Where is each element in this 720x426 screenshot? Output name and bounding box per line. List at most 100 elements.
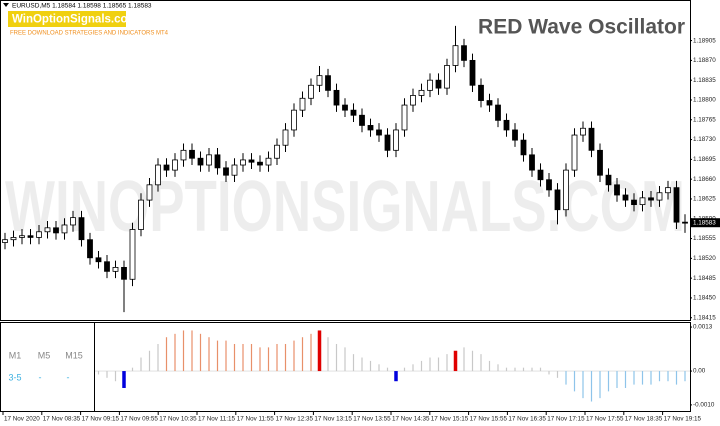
oscillator-bar: [514, 367, 516, 372]
logo-background: [8, 11, 126, 27]
candle-body: [503, 119, 510, 131]
candle-body: [240, 159, 246, 166]
candle-body: [376, 129, 382, 136]
oscillator-bar: [182, 330, 185, 372]
oscillator-bar: [317, 330, 322, 372]
oscillator-bar: [599, 371, 601, 399]
candle-body: [418, 89, 425, 96]
candle-body: [682, 221, 688, 224]
oscillator-bar: [233, 343, 236, 372]
symbol-icon: [3, 3, 9, 7]
oscillator-bar: [386, 367, 389, 372]
candle-body: [44, 227, 51, 233]
x-tick-label: 17 Nov 12:35: [276, 416, 314, 423]
candle-body: [580, 127, 586, 136]
oscillator-bar: [488, 360, 491, 372]
oscillator-bar: [259, 347, 261, 372]
oscillator-bar: [480, 354, 482, 372]
current-price-box: [691, 218, 720, 228]
oscillator-bar: [463, 347, 465, 372]
candle-body: [121, 266, 127, 280]
candle-body: [605, 174, 612, 186]
x-tick-label: 17 Nov 13:55: [353, 416, 391, 423]
candle-body: [231, 164, 238, 176]
candle-body: [78, 217, 85, 241]
tagline: FREE DOWNLOAD STRATEGIES AND INDICATORS …: [10, 31, 169, 37]
oscillator-bar: [208, 337, 210, 372]
oscillator-bar: [140, 357, 142, 372]
last-close: 1.18583: [128, 2, 152, 9]
x-tick-label: 17 Nov 09:55: [120, 416, 158, 423]
oscillator-bar: [225, 340, 227, 372]
timeframe-value: 3-5: [8, 372, 21, 382]
oscillator-bar: [122, 371, 126, 388]
last-open: 1.18584: [52, 2, 76, 9]
oscillator-bar: [276, 343, 278, 372]
oscillator-bar: [378, 364, 380, 372]
candle-body: [325, 75, 331, 91]
oscillator-bar: [216, 340, 219, 372]
candle-body: [546, 179, 552, 191]
x-tick-label: 17 Nov 14:35: [392, 416, 430, 423]
candle-body: [350, 109, 357, 116]
candle-body: [2, 239, 8, 243]
candle-body: [622, 194, 629, 201]
candle-body: [512, 129, 518, 141]
candle-body: [333, 89, 340, 106]
candle-body: [27, 235, 34, 238]
candle-body: [444, 65, 450, 89]
candle-body: [461, 45, 467, 61]
oscillator-bar: [242, 343, 244, 372]
candle-body: [104, 261, 110, 272]
oscillator-bar: [624, 371, 627, 388]
candle-body: [138, 199, 144, 230]
oscillator-bar: [284, 343, 287, 372]
oscillator-bar: [165, 337, 168, 372]
oscillator-bar: [97, 371, 100, 375]
x-tick-label: 17 Nov 15:55: [470, 416, 508, 423]
candle-body: [189, 149, 195, 159]
timeframe-header: M15: [65, 350, 83, 360]
candle-body: [291, 109, 297, 131]
candle-body: [588, 127, 595, 151]
candle-body: [367, 125, 374, 131]
candle-body: [571, 134, 578, 171]
x-tick-label: 17 Nov 19:15: [664, 416, 702, 423]
x-tick-label: 17 Nov 2020: [4, 416, 40, 423]
oscillator-bar: [420, 360, 423, 372]
candle-body: [597, 149, 603, 176]
y-tick-label: 1.18625: [693, 196, 716, 203]
candle-body: [359, 114, 365, 126]
x-tick-label: 17 Nov 09:15: [82, 416, 120, 423]
y-tick-label: 0.0013: [693, 324, 713, 331]
candle-body: [214, 154, 221, 169]
oscillator-bar: [131, 367, 134, 372]
watermark: WINOPTIONSIGNALS.COM: [5, 167, 685, 247]
x-tick-label: 17 Nov 17:55: [586, 416, 624, 423]
oscillator-bar: [658, 371, 661, 382]
candle-body: [223, 167, 229, 176]
candle-body: [631, 199, 637, 206]
candle-body: [393, 129, 399, 151]
candle-body: [112, 266, 119, 272]
candle-body: [342, 104, 348, 111]
y-tick-label: 1.18485: [693, 275, 716, 282]
oscillator-bar: [394, 371, 398, 382]
candle-body: [180, 149, 187, 161]
oscillator-bar: [565, 371, 567, 385]
oscillator-bar: [573, 371, 576, 392]
oscillator-bar: [582, 371, 584, 399]
candle-body: [19, 235, 25, 238]
candle-body: [95, 257, 102, 263]
oscillator-bar: [505, 367, 508, 372]
x-tick-label: 17 Nov 11:55: [237, 416, 274, 423]
candle-body: [163, 164, 170, 171]
oscillator-bar: [548, 371, 550, 375]
candle-body: [614, 184, 620, 196]
timeframe-panel: [0, 322, 95, 412]
candle-body: [665, 187, 671, 194]
timeframe-value: -: [39, 372, 42, 382]
candle-body: [384, 134, 391, 151]
last-high: 1.18598: [77, 2, 101, 9]
